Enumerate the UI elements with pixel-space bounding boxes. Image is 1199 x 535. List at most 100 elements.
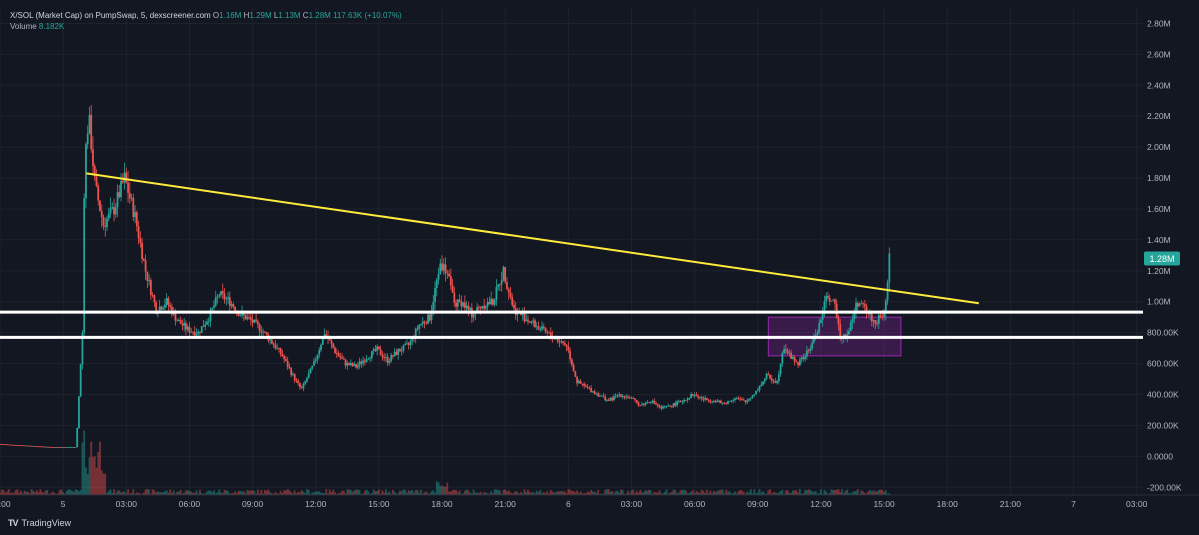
volume-bar: [195, 490, 198, 495]
time-tick-label: 03:00: [116, 499, 138, 509]
time-axis[interactable]: 21:00 5 03:00 06:00 09:00 12:00 15:00 18:00 21:0…: [0, 494, 1199, 509]
candle-body: [869, 313, 871, 315]
candle-body: [777, 374, 780, 382]
candle-body: [258, 324, 261, 332]
candle-body: [541, 326, 543, 330]
candle-body: [748, 398, 750, 401]
candle-body: [716, 400, 719, 402]
candle-body: [590, 388, 593, 393]
candle-body: [741, 399, 743, 400]
volume-bar: [111, 492, 114, 495]
volume-bar: [200, 493, 203, 495]
volume-bar: [592, 491, 594, 495]
candle-body: [92, 149, 94, 167]
time-tick-label: 12:00: [810, 499, 832, 509]
candle-body: [623, 396, 626, 398]
volume-bar: [406, 492, 408, 495]
volume-bar: [114, 493, 117, 495]
candle-body: [363, 360, 366, 362]
volume-bar: [55, 493, 58, 495]
candle-body: [202, 326, 205, 328]
volume-bar: [37, 492, 40, 495]
volume-bar: [827, 493, 829, 495]
volume-bar: [762, 491, 764, 495]
volume-row: Volume 8.182K: [10, 21, 402, 32]
candle-body: [397, 349, 400, 355]
candle-body: [283, 356, 286, 360]
volume-bar: [162, 491, 165, 495]
volume-bar: [713, 490, 715, 495]
volume-bar: [402, 489, 405, 495]
volume-bar: [356, 489, 359, 495]
trendline[interactable]: [86, 172, 979, 305]
candle-body: [635, 399, 638, 403]
candle-body: [770, 378, 773, 381]
volume-bar: [393, 491, 396, 495]
candle-body: [260, 331, 263, 333]
volume-bar: [567, 489, 570, 495]
candle-body: [162, 307, 165, 310]
volume-label[interactable]: Volume: [10, 22, 37, 31]
candle-body: [544, 327, 547, 332]
candle-body: [527, 319, 529, 322]
volume-bar: [302, 491, 305, 495]
candle-body: [879, 315, 882, 317]
candle-body: [362, 360, 365, 364]
candle-body: [811, 342, 814, 349]
candle-body: [221, 290, 224, 294]
volume-bar: [802, 493, 805, 495]
candle-body: [649, 402, 652, 404]
candle-body: [195, 334, 198, 336]
volume-bar: [216, 492, 219, 495]
volume-bar: [770, 493, 773, 495]
volume-bar: [470, 493, 473, 495]
price-axis[interactable]: -200.00K 0.0000 200.00K 400.00K 600.00K 800.0…: [1143, 0, 1199, 535]
tradingview-brand[interactable]: TV TradingView: [8, 518, 71, 528]
legend-header: X/SOL (Market Cap) on PumpSwap, 5, dexsc…: [10, 10, 402, 32]
candle-body: [109, 208, 112, 214]
price-tick-label: 2.80M: [1147, 18, 1171, 28]
horizontal-levels[interactable]: 932.60K769.52K: [0, 305, 1198, 345]
candle-body: [718, 400, 721, 402]
candle-body: [356, 365, 359, 368]
candle-body: [820, 319, 822, 324]
price-tick-label: 0.0000: [1147, 451, 1173, 461]
candle-body: [185, 322, 187, 330]
candle-body: [509, 292, 512, 298]
volume-bar: [313, 492, 315, 495]
volume-bar: [720, 489, 722, 495]
volume-bar: [835, 489, 838, 495]
volume-bar: [779, 490, 782, 495]
candle-body: [800, 357, 803, 360]
candle-body: [806, 350, 808, 357]
volume-bar: [193, 492, 196, 495]
volume-bar: [521, 493, 524, 495]
candle-body: [798, 359, 801, 366]
candle-body: [100, 210, 103, 218]
volume-bar: [279, 490, 282, 495]
candle-body: [504, 267, 507, 282]
candle-body: [581, 383, 584, 385]
volume-bar: [558, 491, 561, 495]
volume-bar: [306, 489, 308, 495]
candle-body: [332, 343, 335, 348]
volume-bar: [834, 489, 836, 495]
volume-bar: [304, 493, 307, 495]
candle-body: [407, 343, 410, 345]
volume-bar: [325, 489, 328, 495]
volume-bar: [674, 490, 677, 495]
candle-body: [714, 400, 717, 403]
volume-bar: [825, 491, 828, 495]
volume-bar: [504, 489, 507, 495]
candle-body: [234, 307, 236, 312]
symbol-title[interactable]: X/SOL (Market Cap) on PumpSwap, 5, dexsc…: [10, 11, 211, 20]
candle-body: [7, 444, 10, 446]
volume-bar: [276, 493, 279, 495]
volume-bar: [4, 492, 7, 495]
candle-body: [493, 299, 496, 305]
candle-body: [35, 446, 38, 447]
volume-bar: [776, 493, 778, 495]
candle-body: [79, 364, 82, 397]
candle-body: [546, 331, 549, 333]
